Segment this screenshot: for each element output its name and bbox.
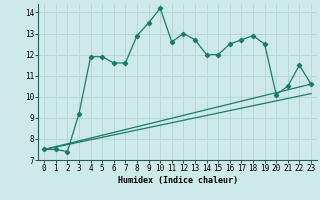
X-axis label: Humidex (Indice chaleur): Humidex (Indice chaleur) [118, 176, 238, 185]
